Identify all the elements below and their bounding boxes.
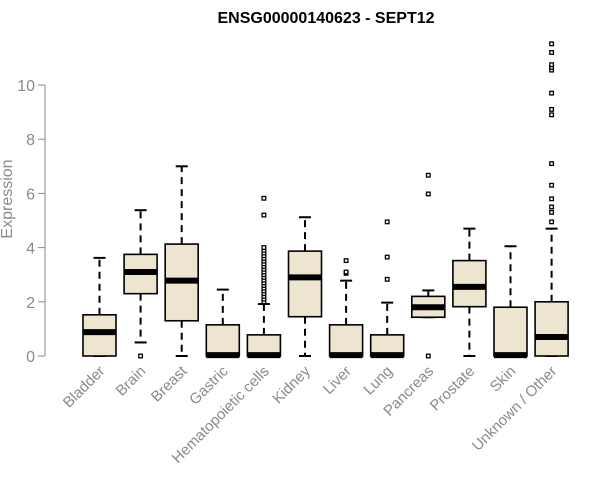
box-series bbox=[83, 42, 568, 358]
outlier-point bbox=[550, 63, 554, 67]
box-brain bbox=[124, 210, 157, 358]
outlier-point bbox=[262, 246, 266, 250]
iqr-box bbox=[206, 325, 239, 356]
outlier-point bbox=[550, 113, 554, 117]
y-axis: 0 2 4 6 8 10 bbox=[17, 78, 45, 366]
box-plot-chart: ENSG00000140623 - SEPT12 Expression 0 2 4 6… bbox=[0, 0, 600, 500]
x-tick-label: Kidney bbox=[269, 362, 314, 407]
x-tick-label: Brain bbox=[113, 363, 150, 400]
outlier-point bbox=[550, 108, 554, 112]
box-breast bbox=[165, 166, 198, 356]
iqr-box bbox=[535, 302, 568, 356]
y-tick-label: 2 bbox=[26, 295, 35, 312]
box-hematopoietic-cells bbox=[247, 196, 280, 356]
x-tick-label: Liver bbox=[320, 363, 355, 398]
chart-title: ENSG00000140623 - SEPT12 bbox=[217, 10, 434, 27]
iqr-box bbox=[453, 261, 486, 307]
outlier-point bbox=[550, 211, 554, 215]
box-unknown-other bbox=[535, 42, 568, 356]
iqr-box bbox=[83, 315, 116, 356]
box-bladder bbox=[83, 258, 116, 356]
y-tick-label: 0 bbox=[26, 349, 35, 366]
outlier-point bbox=[385, 220, 389, 224]
y-tick-label: 6 bbox=[26, 186, 35, 203]
outlier-point bbox=[344, 259, 348, 263]
box-pancreas bbox=[412, 173, 445, 357]
outlier-point bbox=[550, 42, 554, 46]
outlier-point bbox=[427, 173, 431, 177]
box-lung bbox=[371, 220, 404, 356]
outlier-point bbox=[262, 213, 266, 217]
x-tick-label: Breast bbox=[148, 362, 191, 405]
outlier-point bbox=[550, 197, 554, 201]
box-prostate bbox=[453, 229, 486, 356]
x-tick-label: Prostate bbox=[427, 363, 479, 415]
outlier-point bbox=[427, 354, 431, 358]
outlier-point bbox=[550, 205, 554, 209]
box-gastric bbox=[206, 290, 239, 356]
x-tick-label: Lung bbox=[360, 363, 396, 399]
box-liver bbox=[330, 259, 363, 356]
outlier-point bbox=[550, 162, 554, 166]
y-tick-label: 4 bbox=[26, 241, 35, 258]
box-kidney bbox=[289, 217, 322, 356]
iqr-box bbox=[289, 251, 322, 317]
outlier-point bbox=[385, 255, 389, 259]
outlier-point bbox=[550, 183, 554, 187]
outlier-point bbox=[385, 278, 389, 282]
x-tick-label: Skin bbox=[487, 363, 520, 396]
outlier-point bbox=[550, 91, 554, 95]
outlier-point bbox=[139, 354, 143, 358]
outlier-point bbox=[262, 196, 266, 200]
box-skin bbox=[494, 246, 527, 356]
outlier-point bbox=[427, 192, 431, 196]
y-axis-label: Expression bbox=[0, 159, 16, 238]
outlier-point bbox=[550, 51, 554, 55]
y-tick-label: 8 bbox=[26, 132, 35, 149]
iqr-box bbox=[330, 325, 363, 356]
outlier-point bbox=[344, 270, 348, 274]
x-tick-label: Bladder bbox=[60, 363, 109, 412]
iqr-box bbox=[494, 307, 527, 356]
y-tick-label: 10 bbox=[17, 78, 35, 95]
outlier-point bbox=[550, 220, 554, 224]
